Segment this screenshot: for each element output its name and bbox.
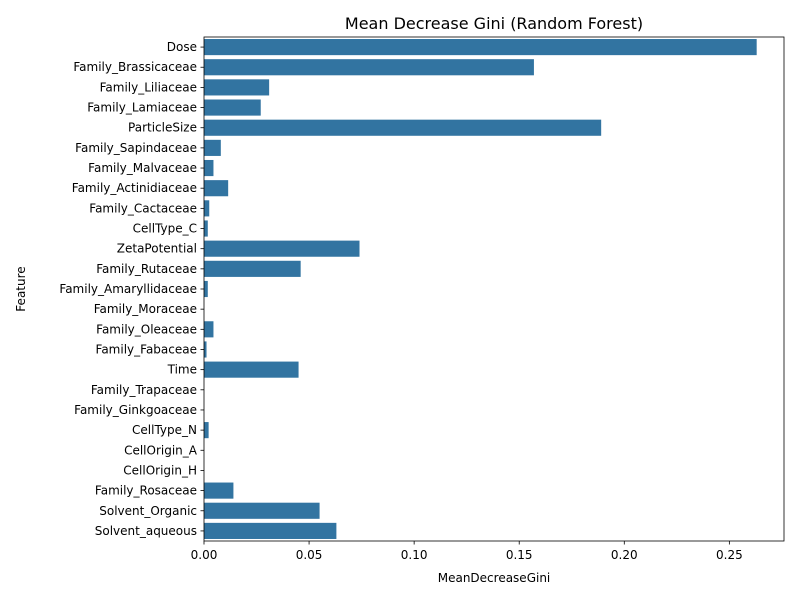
y-tick-label: CellType_N xyxy=(132,423,197,437)
bar xyxy=(204,361,299,378)
bar xyxy=(204,240,360,257)
bar xyxy=(204,280,208,298)
x-tick-label: 0.00 xyxy=(191,548,218,562)
y-tick-label: Family_Trapaceae xyxy=(91,383,197,397)
y-tick-label: ZetaPotential xyxy=(117,242,197,256)
y-axis: Dose Family_Brassicaceae Family_Liliaceae F… xyxy=(59,40,204,538)
y-tick-label: Family_Liliaceae xyxy=(100,80,197,94)
y-tick-label: Family_Malvaceae xyxy=(88,161,197,175)
plot-frame xyxy=(203,36,785,542)
x-tick-label: 0.15 xyxy=(506,548,533,562)
y-tick-label: Dose xyxy=(167,40,197,54)
bar xyxy=(204,341,207,358)
bar xyxy=(204,200,210,217)
y-tick-label: Solvent_aqueous xyxy=(95,524,197,538)
bar xyxy=(204,159,214,177)
y-tick-label: Family_Rutaceae xyxy=(96,262,197,276)
x-tick-label: 0.25 xyxy=(716,548,743,562)
y-tick-label: Family_Rosaceae xyxy=(95,484,197,498)
bar xyxy=(204,119,602,136)
y-tick-label: Family_Sapindaceae xyxy=(75,141,197,155)
y-tick-label: CellOrigin_A xyxy=(124,443,198,457)
y-tick-label: Family_Fabaceae xyxy=(96,342,197,356)
y-tick-label: Family_Amaryllidaceae xyxy=(59,282,197,296)
bar xyxy=(204,39,757,56)
y-tick-label: Family_Actinidiaceae xyxy=(72,181,197,195)
y-tick-label: Family_Moraceae xyxy=(94,302,197,316)
bar xyxy=(204,502,320,519)
bars-group xyxy=(204,39,757,539)
bar xyxy=(204,260,301,277)
y-tick-label: Solvent_Organic xyxy=(99,504,197,518)
bar xyxy=(204,59,534,76)
y-axis-label: Feature xyxy=(14,266,28,311)
y-tick-label: Family_Lamiaceae xyxy=(87,101,197,115)
bar xyxy=(204,139,221,156)
y-tick-label: Time xyxy=(167,363,197,377)
y-tick-label: ParticleSize xyxy=(128,121,197,135)
bar xyxy=(204,482,234,499)
y-tick-label: Family_Brassicaceae xyxy=(73,60,197,74)
bar xyxy=(204,522,337,539)
y-tick-label: CellOrigin_H xyxy=(123,463,197,477)
bar xyxy=(204,180,229,197)
x-tick-label: 0.10 xyxy=(401,548,428,562)
y-tick-label: CellType_C xyxy=(133,222,197,236)
x-tick-label: 0.20 xyxy=(611,548,638,562)
x-tick-label: 0.05 xyxy=(296,548,323,562)
y-tick-label: Family_Oleaceae xyxy=(96,322,197,336)
y-tick-label: Family_Cactaceae xyxy=(89,201,197,215)
bar xyxy=(204,422,209,439)
x-axis: 0.00 0.05 0.10 0.15 0.20 0.25 xyxy=(191,541,743,562)
chart-title: Mean Decrease Gini (Random Forest) xyxy=(345,14,643,33)
x-axis-label: MeanDecreaseGini xyxy=(438,571,551,585)
bar xyxy=(204,321,214,338)
bar xyxy=(204,99,261,116)
bar xyxy=(204,220,208,237)
bar xyxy=(204,79,270,96)
y-tick-label: Family_Ginkgoaceae xyxy=(74,403,197,417)
